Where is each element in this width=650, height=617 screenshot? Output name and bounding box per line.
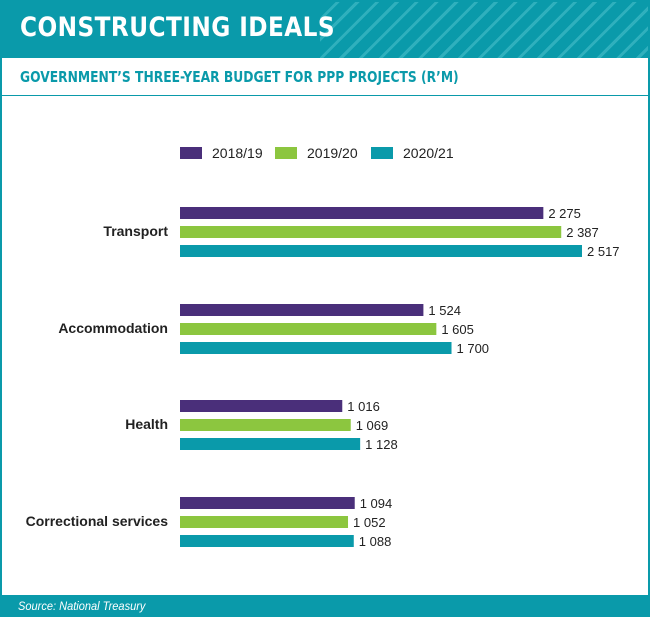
legend-swatch-2020-21 xyxy=(371,147,393,159)
data-label-health-2018-19: 1 016 xyxy=(347,399,380,414)
bar-health-2018-19 xyxy=(180,400,343,412)
source-note: Source: National Treasury xyxy=(18,599,146,613)
bar-health-2020-21 xyxy=(180,438,361,450)
category-label-health: Health xyxy=(125,416,168,432)
data-label-correctional-services-2018-19: 1 094 xyxy=(360,496,393,511)
data-label-accommodation-2020-21: 1 700 xyxy=(457,341,490,356)
bar-accommodation-2019-20 xyxy=(180,323,437,335)
header-banner: CONSTRUCTING IDEALS xyxy=(2,2,648,58)
bar-correctional-services-2020-21 xyxy=(180,535,354,547)
category-label-accommodation: Accommodation xyxy=(58,320,168,336)
footer-bar: Source: National Treasury xyxy=(2,595,648,617)
category-label-correctional-services: Correctional services xyxy=(26,513,169,529)
bar-correctional-services-2018-19 xyxy=(180,497,355,509)
bar-transport-2019-20 xyxy=(180,226,562,238)
data-label-correctional-services-2019-20: 1 052 xyxy=(353,515,386,530)
data-label-correctional-services-2020-21: 1 088 xyxy=(359,534,392,549)
bar-transport-2018-19 xyxy=(180,207,544,219)
bar-health-2019-20 xyxy=(180,419,351,431)
subtitle-divider xyxy=(2,95,648,96)
category-label-transport: Transport xyxy=(103,223,168,239)
page-title: CONSTRUCTING IDEALS xyxy=(20,12,336,43)
data-label-transport-2018-19: 2 275 xyxy=(548,206,581,221)
data-label-transport-2019-20: 2 387 xyxy=(566,225,599,240)
header-stripe-pattern xyxy=(320,2,648,58)
data-label-health-2019-20: 1 069 xyxy=(356,418,389,433)
data-label-accommodation-2019-20: 1 605 xyxy=(441,322,474,337)
bar-correctional-services-2019-20 xyxy=(180,516,349,528)
data-label-transport-2020-21: 2 517 xyxy=(587,244,620,259)
legend-label-2019-20: 2019/20 xyxy=(307,145,358,161)
bar-accommodation-2018-19 xyxy=(180,304,424,316)
bar-transport-2020-21 xyxy=(180,245,582,257)
bar-chart: 2018/19 2019/20 2020/21 Transport 2 275 2 387… xyxy=(26,145,620,549)
chart-subtitle: GOVERNMENT’S THREE-YEAR BUDGET FOR PPP P… xyxy=(20,68,459,86)
legend-label-2020-21: 2020/21 xyxy=(403,145,454,161)
data-label-accommodation-2018-19: 1 524 xyxy=(428,303,461,318)
legend-label-2018-19: 2018/19 xyxy=(212,145,263,161)
legend-swatch-2018-19 xyxy=(180,147,202,159)
bar-accommodation-2020-21 xyxy=(180,342,452,354)
data-label-health-2020-21: 1 128 xyxy=(365,437,398,452)
legend-swatch-2019-20 xyxy=(275,147,297,159)
